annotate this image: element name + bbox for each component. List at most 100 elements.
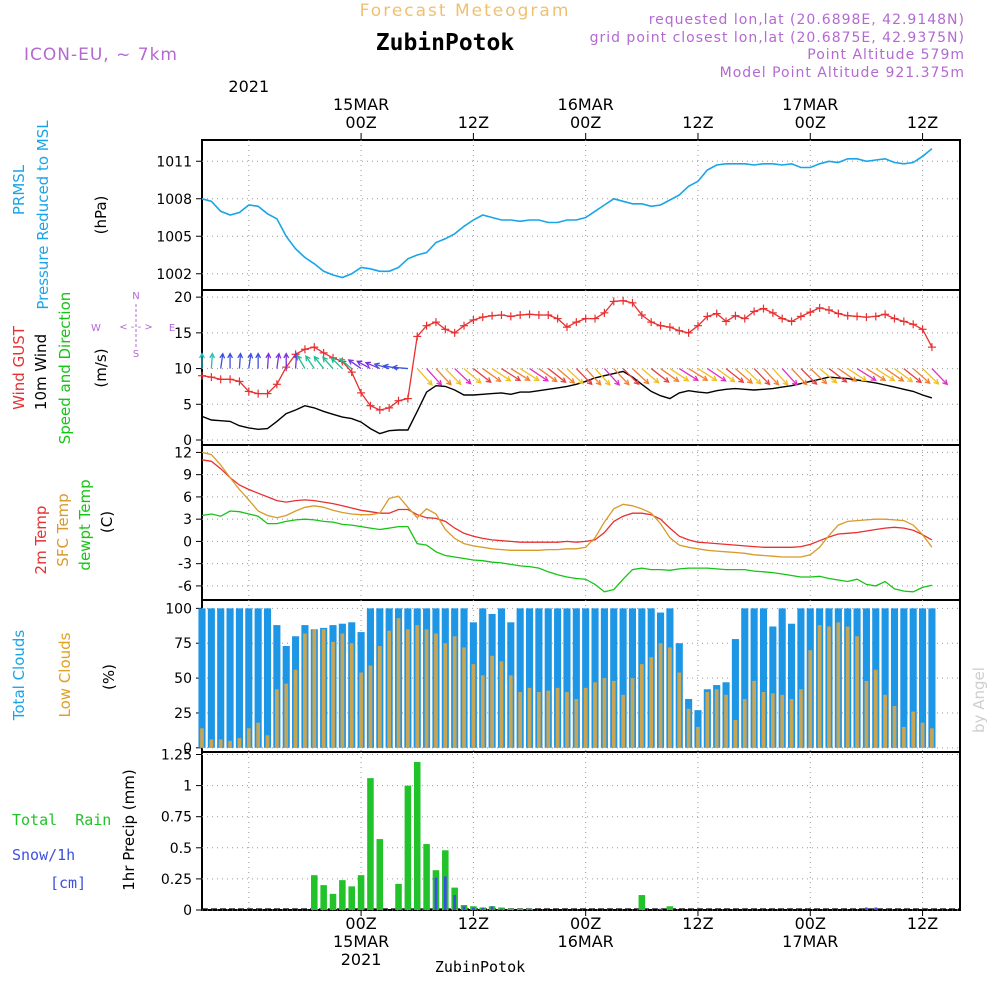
wind-arrow-head [851,376,858,382]
compass-south: S [133,349,139,360]
wind-direction-arrow [828,368,848,383]
wind-arrow-shaft [819,368,837,384]
total-cloud-bar [572,608,580,748]
rain-bar [339,880,346,910]
snow-bar [443,876,447,910]
wind-frame [201,289,961,446]
bottom-time-label: 00Z [795,914,826,933]
top-time-label: 12Z [458,113,489,132]
snow-bar [471,907,475,910]
wind-direction-arrow [585,368,602,386]
wind-arrow-shaft [339,358,353,370]
gust-marker [375,406,384,414]
y-tick-label: 0.5 [170,841,192,857]
low-cloud-bar [668,647,672,748]
wind-direction-arrow [744,368,762,385]
total-cloud-bar [516,608,524,748]
low-clouds-label: Low Clouds [56,632,74,717]
wind-arrow-head [209,352,216,359]
low-cloud-bar [892,705,897,748]
wind-direction-arrow [296,354,306,369]
rain-bar [404,785,412,910]
low-cloud-bar [256,722,261,748]
gust-marker [198,371,206,380]
rain-bar [348,886,356,910]
wind-arrow-head [755,378,762,385]
wind-arrow-shaft [828,368,847,383]
gust-marker [385,403,394,412]
wind-direction-arrow [435,368,452,386]
gust-marker [609,297,618,306]
total-cloud-bar [582,608,590,748]
gust-marker [890,314,899,323]
gust-marker [703,312,712,321]
gust-marker [469,316,478,324]
rain-bar [320,885,327,910]
wind-arrow-shaft [444,368,462,385]
gust-marker [431,318,440,327]
gust-marker [712,309,721,318]
wind-arrow-shaft [547,368,566,383]
gust-marker [403,394,412,403]
gust-marker [544,311,553,319]
temp-dewpt-label: dewpt Temp [76,479,94,570]
wind-direction-arrow [247,352,254,369]
wind-direction-arrow [313,355,325,369]
snow-bar [462,906,466,910]
wind-arrow-head [455,379,462,386]
rain-bar [413,761,421,910]
wind-direction-arrow [903,368,923,384]
temp-sfc-label: SFC Temp [54,493,72,566]
wind-arrow-head [255,352,262,359]
gust-marker [899,317,908,326]
wind-arrow-head [792,379,798,386]
wind-direction-arrow [734,368,753,384]
model-point-altitude: Model Point Altitude 921.375m [720,65,965,81]
precip-panel: 0 0.25 0.5 0.75 1 1.25 [161,747,961,919]
wind-arrow-shaft [566,368,584,385]
wind-arrow-shaft [585,368,602,386]
top-year-label: 2021 [228,77,269,96]
wind-arrow-shaft [357,360,371,370]
rain-bar [329,893,337,910]
low-cloud-bar [265,735,270,748]
y-tick-label: 0.25 [161,872,192,888]
wind-direction-arrow [837,368,858,382]
total-rain-label: Total Rain [12,811,111,829]
low-cloud-bar [527,687,532,748]
low-cloud-bar [733,719,738,748]
low-cloud-bar [611,680,616,748]
total-cloud-bar [862,608,870,748]
wind-arrow-head [738,377,745,384]
wind-arrow-head [524,375,531,381]
wind-arrow-head [915,377,923,384]
wind-direction-arrow [931,368,949,386]
wind-arrow-shaft [305,355,315,369]
low-cloud-bar [508,675,513,748]
total-cloud-bar [900,608,908,748]
gust-marker [572,318,581,327]
wind-direction-arrow [603,368,621,386]
gust-marker [871,312,880,321]
wind-arrow-shaft [697,368,717,381]
low-cloud-bar [537,692,541,748]
wind-arrow-head [683,375,690,382]
wind-arrow-head [445,379,452,386]
wind-direction-arrow [894,368,914,383]
gust-marker [806,308,815,317]
gust-marker [254,389,263,398]
gust-marker [684,328,693,337]
low-cloud-bar [602,678,607,748]
low-cloud-bar [565,692,569,748]
total-cloud-bar [235,608,243,748]
gust-marker [768,308,777,317]
y-tick-label: 20 [174,290,192,306]
wind-arrow-head [711,375,718,382]
wind-direction-arrow [275,352,282,369]
low-cloud-bar [555,687,560,748]
temp-unit: (C) [98,511,116,533]
wind-arrow-shaft [688,368,708,381]
low-cloud-bar [845,626,850,748]
y-tick-label: 0 [183,903,192,919]
